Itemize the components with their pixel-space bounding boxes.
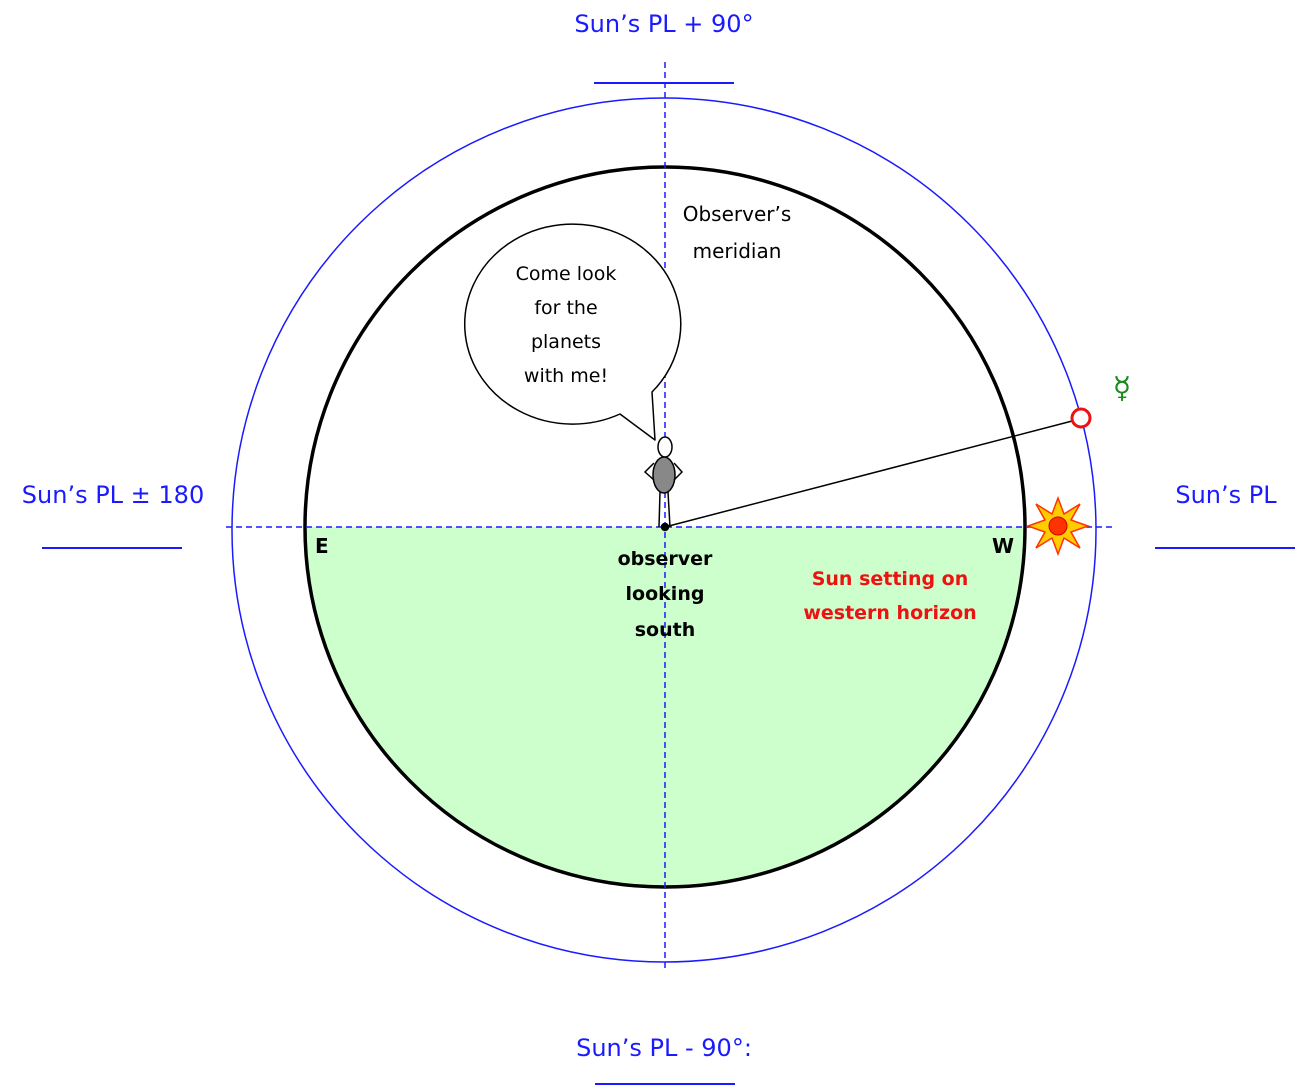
- meridian-label-line1: Observer’s: [683, 202, 792, 226]
- right-label: Sun’s PL: [1175, 481, 1277, 509]
- sun-caption-line1: Sun setting on: [812, 568, 969, 590]
- observer-caption-line2: looking: [626, 583, 705, 605]
- observer-caption-line3: south: [635, 619, 696, 641]
- bubble-line-3: planets: [531, 331, 601, 353]
- mercury-symbol: ☿: [1113, 371, 1131, 406]
- meridian-label-line2: meridian: [693, 239, 782, 263]
- bubble-line-2: for the: [534, 297, 597, 319]
- sun-icon: [1025, 495, 1091, 557]
- west-label: W: [992, 534, 1014, 558]
- left-label: Sun’s PL ± 180: [22, 481, 204, 509]
- speech-bubble: [464, 223, 682, 441]
- bottom-label: Sun’s PL - 90°:: [576, 1034, 752, 1062]
- outer-circle: [231, 97, 1097, 963]
- observer-caption-line1: observer: [618, 548, 713, 570]
- planet-marker: [1070, 407, 1092, 429]
- bubble-line-1: Come look: [516, 263, 617, 285]
- observer-figure: [643, 436, 684, 532]
- sun-caption-line2: western horizon: [803, 602, 976, 624]
- planet-sight-line: [664, 419, 1077, 528]
- east-label: E: [315, 534, 329, 558]
- bubble-line-4: with me!: [524, 365, 608, 387]
- top-label: Sun’s PL + 90°: [574, 10, 753, 38]
